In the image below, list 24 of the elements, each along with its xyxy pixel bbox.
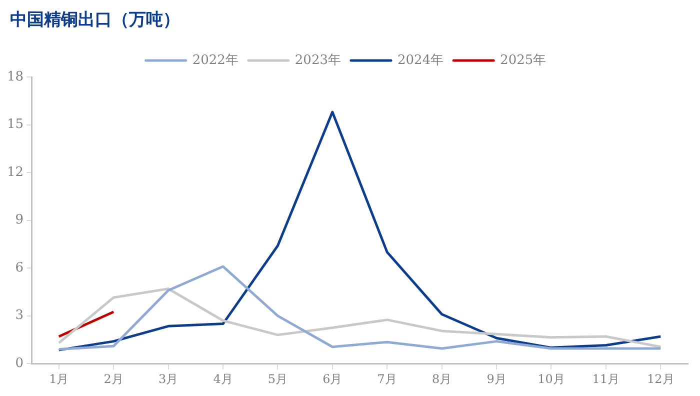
x-tick-label: 1月 — [49, 372, 69, 386]
x-tick-label: 10月 — [538, 372, 565, 386]
y-tick-label: 3 — [15, 308, 24, 324]
legend-label: 2025年 — [500, 52, 546, 68]
chart-title: 中国精铜出口（万吨） — [10, 9, 180, 31]
x-tick-label: 4月 — [213, 372, 233, 386]
y-tick-label: 12 — [6, 164, 24, 180]
legend-label: 2022年 — [192, 52, 238, 68]
x-tick-label: 2月 — [104, 372, 124, 386]
x-tick-label: 3月 — [158, 372, 178, 386]
x-tick-label: 8月 — [432, 372, 452, 386]
y-tick-label: 0 — [15, 356, 24, 371]
legend-label: 2024年 — [398, 52, 444, 68]
y-tick-label: 6 — [15, 260, 24, 276]
x-tick-label: 7月 — [377, 372, 397, 386]
x-tick-label: 6月 — [322, 372, 342, 386]
x-tick-label: 9月 — [486, 372, 506, 386]
y-tick-label: 9 — [15, 212, 24, 228]
legend-label: 2023年 — [294, 52, 342, 68]
y-tick-label: 18 — [6, 69, 24, 84]
y-tick-label: 15 — [6, 117, 24, 132]
x-tick-label: 5月 — [268, 372, 288, 386]
x-tick-label: 12月 — [647, 372, 674, 386]
x-tick-label: 11月 — [592, 372, 620, 386]
